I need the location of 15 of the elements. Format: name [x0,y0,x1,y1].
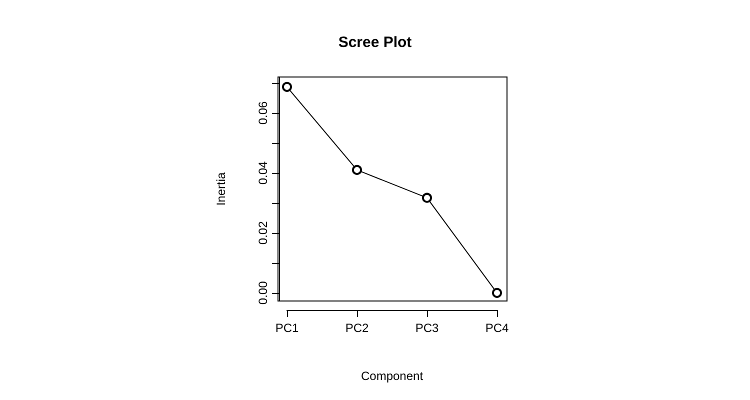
point [492,288,502,298]
x-axis-title: Component [360,369,424,383]
point [422,192,432,203]
y-axis-title: Inertia [214,172,228,206]
x-tick-label: PC1 [275,321,299,335]
point [352,164,362,175]
x-tick-label: PC4 [485,321,509,335]
chart-title: Scree Plot [338,34,412,51]
point [282,82,292,92]
x-tick-label: PC3 [415,321,439,335]
x-tick-label: PC2 [345,321,369,335]
y-tick-label: 0.02 [256,220,270,245]
y-tick-label: 0.00 [256,280,270,305]
y-tick-label: 0.06 [256,100,270,125]
y-tick-label: 0.04 [256,160,270,185]
